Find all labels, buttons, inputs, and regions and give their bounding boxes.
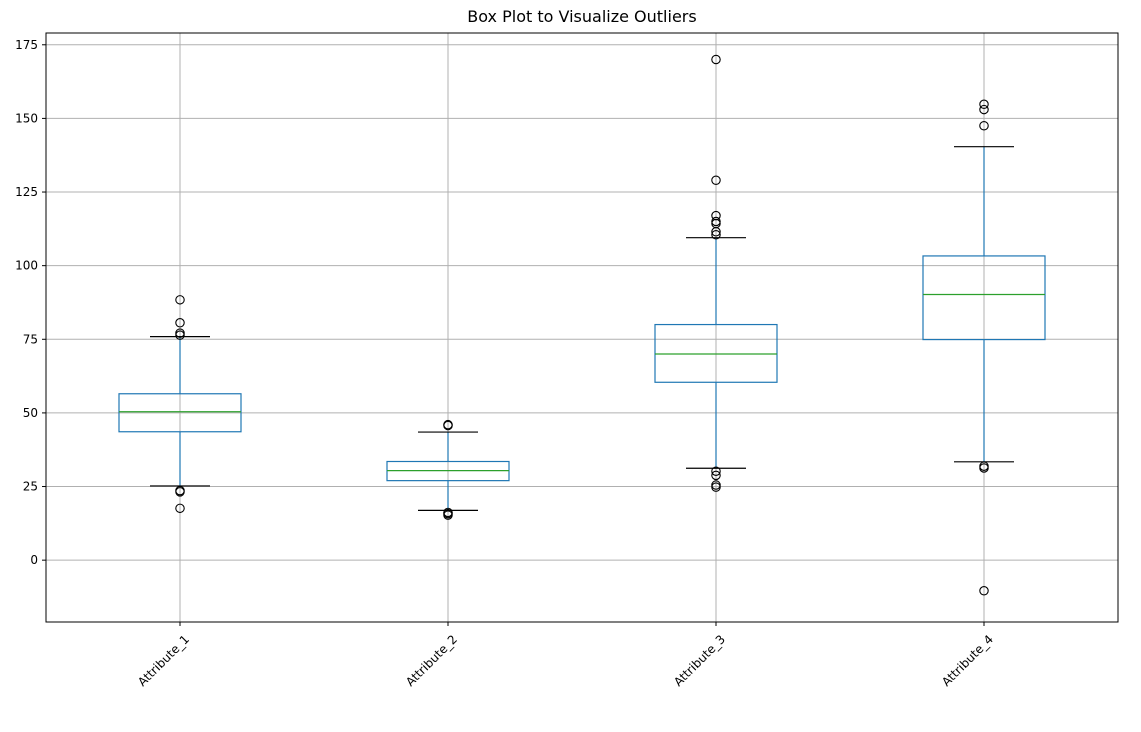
x-tick-label: Attribute_4 xyxy=(939,632,996,689)
outlier-point xyxy=(443,507,453,518)
box-attribute-3 xyxy=(654,54,778,492)
outlier-point xyxy=(175,295,185,305)
y-tick-label: 0 xyxy=(30,553,38,567)
outlier-point xyxy=(711,480,721,490)
outlier-point xyxy=(175,328,185,338)
outlier-point xyxy=(175,318,185,328)
outlier-point xyxy=(711,466,721,476)
outlier-point xyxy=(711,470,721,481)
outlier-point xyxy=(979,461,989,471)
x-tick-label: Attribute_1 xyxy=(135,632,192,689)
outlier-point xyxy=(979,99,989,110)
y-tick-label: 50 xyxy=(23,406,38,420)
axes: 0 25 50 75 100 125 150 175 Attribute_1 Attribute_… xyxy=(15,38,996,689)
outlier-point xyxy=(175,485,185,496)
y-tick-label: 75 xyxy=(23,332,38,346)
y-tick-label: 125 xyxy=(15,185,38,199)
outlier-point xyxy=(711,175,721,186)
outlier-point xyxy=(711,229,721,240)
x-tick-label: Attribute_3 xyxy=(671,632,728,689)
outlier-point xyxy=(979,121,989,131)
iqr-box xyxy=(922,255,1046,341)
outlier-point xyxy=(979,586,989,596)
y-tick-label: 175 xyxy=(15,38,38,52)
grid-lines xyxy=(46,33,1118,622)
iqr-box xyxy=(118,393,242,433)
boxes-layer xyxy=(118,54,1046,596)
box-attribute-1 xyxy=(118,295,242,514)
outlier-point xyxy=(711,210,721,221)
outlier-point xyxy=(443,419,453,430)
y-tick-label: 150 xyxy=(15,111,38,125)
box-attribute-4 xyxy=(922,99,1046,596)
y-tick-label: 25 xyxy=(23,480,38,494)
outlier-point xyxy=(711,54,721,65)
outlier-point xyxy=(979,104,989,115)
chart-title: Box Plot to Visualize Outliers xyxy=(467,7,696,26)
outlier-point xyxy=(175,503,185,514)
x-tick-label: Attribute_2 xyxy=(403,632,460,689)
outlier-point xyxy=(711,216,721,227)
plot-frame xyxy=(45,32,1119,623)
box-attribute-2 xyxy=(386,419,510,520)
y-tick-label: 100 xyxy=(15,259,38,273)
